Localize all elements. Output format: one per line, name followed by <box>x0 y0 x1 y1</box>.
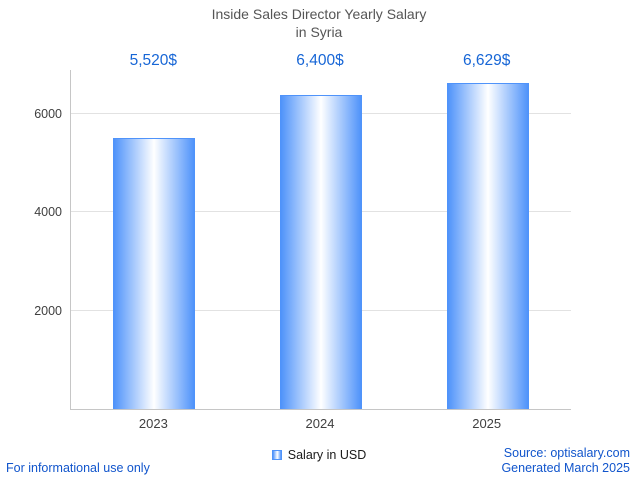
legend-label: Salary in USD <box>287 448 367 462</box>
bar-column <box>404 70 571 409</box>
legend-marker-icon <box>271 450 282 460</box>
bar-column <box>71 70 238 409</box>
source-block: Source: optisalary.com Generated March 2… <box>501 446 630 476</box>
chart-title-line2: in Syria <box>295 24 343 41</box>
x-axis-labels: 2023 2024 2025 <box>70 416 570 431</box>
y-tick-label: 4000 <box>34 205 62 220</box>
bar-value-label: 6,629$ <box>462 52 511 69</box>
y-axis-labels: 2000 4000 6000 <box>0 70 62 409</box>
chart-title: Inside Sales Director Yearly Salary in S… <box>0 5 638 41</box>
disclaimer-text: For informational use only <box>6 461 150 475</box>
y-tick-label: 6000 <box>34 107 62 122</box>
source-link[interactable]: Source: optisalary.com <box>503 446 630 460</box>
plot-area <box>70 70 571 410</box>
y-tick-label: 2000 <box>34 303 62 318</box>
x-tick-label: 2024 <box>305 416 335 431</box>
bar-column <box>238 70 405 409</box>
generated-text: Generated March 2025 <box>501 461 630 475</box>
x-tick-label: 2023 <box>138 416 168 431</box>
bar-value-label: 5,520$ <box>129 52 178 69</box>
bars <box>71 70 571 409</box>
bar <box>113 137 196 409</box>
legend: Salary in USD <box>0 448 638 462</box>
value-labels-row: 5,520$ 6,400$ 6,629$ <box>70 52 570 70</box>
bar <box>280 94 362 409</box>
x-tick-label: 2025 <box>472 416 502 431</box>
chart-title-line1: Inside Sales Director Yearly Salary <box>211 6 427 22</box>
bar <box>446 83 529 409</box>
bar-value-label: 6,400$ <box>296 52 344 69</box>
